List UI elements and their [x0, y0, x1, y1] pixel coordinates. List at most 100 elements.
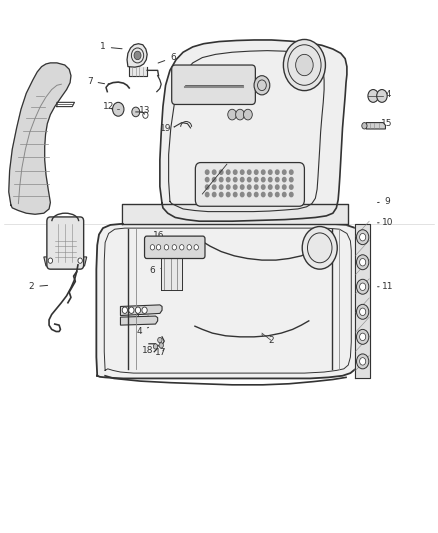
Circle shape — [219, 177, 223, 182]
Circle shape — [113, 102, 124, 116]
Polygon shape — [355, 224, 370, 378]
Circle shape — [135, 307, 141, 313]
Circle shape — [290, 192, 293, 197]
Circle shape — [283, 177, 286, 182]
Circle shape — [368, 90, 378, 102]
Circle shape — [357, 329, 369, 344]
Circle shape — [360, 283, 366, 290]
Text: 11: 11 — [212, 164, 227, 174]
Circle shape — [78, 258, 82, 263]
Circle shape — [205, 192, 209, 197]
FancyBboxPatch shape — [195, 163, 304, 206]
Circle shape — [247, 177, 251, 182]
Circle shape — [290, 177, 293, 182]
Circle shape — [290, 185, 293, 189]
Circle shape — [212, 185, 216, 189]
Circle shape — [187, 245, 191, 250]
Circle shape — [142, 307, 147, 313]
Circle shape — [283, 192, 286, 197]
Circle shape — [276, 192, 279, 197]
Circle shape — [357, 354, 369, 369]
Circle shape — [156, 245, 161, 250]
Text: 10: 10 — [378, 219, 393, 227]
Text: 8: 8 — [243, 178, 249, 187]
Circle shape — [132, 107, 140, 117]
Text: 1: 1 — [100, 43, 122, 51]
Circle shape — [261, 177, 265, 182]
Circle shape — [283, 39, 325, 91]
Circle shape — [360, 333, 366, 341]
Circle shape — [268, 170, 272, 174]
Circle shape — [240, 192, 244, 197]
Text: 19: 19 — [160, 125, 174, 133]
Circle shape — [164, 245, 169, 250]
Circle shape — [357, 304, 369, 319]
Polygon shape — [161, 237, 182, 290]
FancyBboxPatch shape — [47, 217, 84, 269]
Polygon shape — [127, 44, 147, 67]
Circle shape — [360, 259, 366, 266]
Circle shape — [205, 185, 209, 189]
Circle shape — [276, 185, 279, 189]
Polygon shape — [160, 40, 347, 221]
Polygon shape — [124, 205, 347, 224]
Circle shape — [159, 343, 163, 348]
Circle shape — [226, 192, 230, 197]
Circle shape — [244, 109, 252, 120]
Text: 6: 6 — [158, 53, 176, 63]
Text: 7: 7 — [87, 77, 105, 85]
Polygon shape — [120, 316, 158, 325]
Polygon shape — [129, 67, 147, 76]
Circle shape — [362, 123, 367, 129]
Circle shape — [233, 185, 237, 189]
Text: 14: 14 — [377, 91, 392, 99]
Circle shape — [276, 177, 279, 182]
Circle shape — [205, 177, 209, 182]
Polygon shape — [44, 257, 87, 266]
Circle shape — [377, 90, 387, 102]
Polygon shape — [120, 305, 162, 316]
Circle shape — [212, 192, 216, 197]
Circle shape — [261, 192, 265, 197]
Circle shape — [226, 170, 230, 174]
Circle shape — [233, 192, 237, 197]
Circle shape — [261, 185, 265, 189]
Circle shape — [240, 170, 244, 174]
Text: 11: 11 — [378, 282, 393, 291]
Circle shape — [180, 245, 184, 250]
Circle shape — [236, 109, 244, 120]
Circle shape — [276, 170, 279, 174]
Circle shape — [226, 185, 230, 189]
Text: 9: 9 — [378, 197, 391, 206]
Circle shape — [360, 233, 366, 241]
Circle shape — [360, 308, 366, 316]
Circle shape — [226, 177, 230, 182]
Text: 18: 18 — [142, 345, 157, 355]
Circle shape — [261, 170, 265, 174]
Circle shape — [254, 185, 258, 189]
Circle shape — [247, 185, 251, 189]
Text: 1: 1 — [46, 225, 62, 233]
Circle shape — [296, 54, 313, 76]
Text: 12: 12 — [103, 102, 114, 111]
Circle shape — [254, 76, 270, 95]
Circle shape — [254, 192, 258, 197]
Circle shape — [172, 245, 177, 250]
Circle shape — [150, 245, 155, 250]
Circle shape — [129, 307, 134, 313]
Circle shape — [134, 51, 141, 60]
Circle shape — [205, 170, 209, 174]
Text: 17: 17 — [155, 349, 167, 357]
FancyBboxPatch shape — [172, 65, 255, 104]
Circle shape — [254, 170, 258, 174]
Text: 2: 2 — [262, 335, 273, 344]
Circle shape — [212, 177, 216, 182]
Circle shape — [290, 170, 293, 174]
Circle shape — [240, 177, 244, 182]
Circle shape — [254, 177, 258, 182]
Circle shape — [158, 337, 162, 343]
Text: 3: 3 — [134, 314, 148, 323]
Circle shape — [153, 344, 158, 349]
Text: 5: 5 — [160, 251, 172, 259]
Circle shape — [233, 170, 237, 174]
